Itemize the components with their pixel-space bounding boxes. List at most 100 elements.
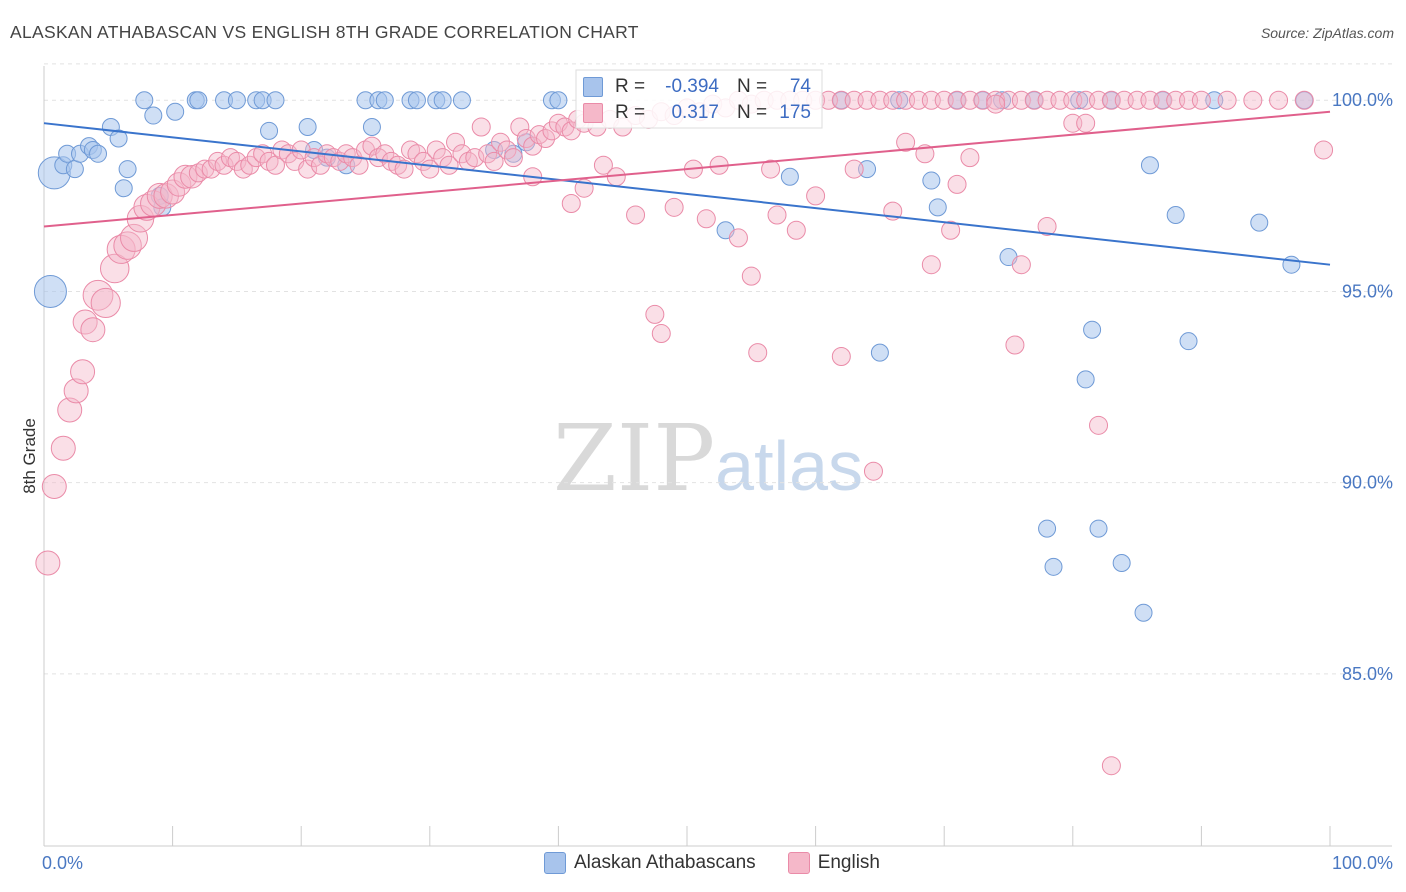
english-point xyxy=(1037,216,1057,236)
athabascan-point xyxy=(65,160,84,179)
english-point xyxy=(478,144,498,164)
legend-row-pink: R = 0.317 N = 175 xyxy=(578,100,811,126)
athabascan-point xyxy=(144,106,163,125)
english-point xyxy=(90,287,121,319)
english-point xyxy=(1101,756,1121,776)
english-point xyxy=(651,324,671,344)
english-point xyxy=(201,159,221,179)
athabascan-point xyxy=(485,140,504,159)
english-point xyxy=(50,435,76,461)
english-point xyxy=(253,144,273,164)
legend-r-label: R = xyxy=(615,102,646,123)
legend-label-alaskan-athabascans: Alaskan Athabascans xyxy=(574,852,756,873)
source-credit: Source: ZipAtlas.com xyxy=(1260,25,1394,41)
athabascan-point xyxy=(266,91,285,110)
english-point xyxy=(921,255,941,275)
athabascan-point xyxy=(1044,557,1063,576)
athabascan-point xyxy=(928,198,947,217)
english-point xyxy=(120,223,149,252)
athabascan-point xyxy=(362,118,381,137)
english-point xyxy=(99,253,130,284)
series-english xyxy=(35,90,1334,776)
chart-title: ALASKAN ATHABASCAN VS ENGLISH 8TH GRADE … xyxy=(10,22,639,42)
trend-lines xyxy=(43,110,1331,266)
english-point xyxy=(761,159,781,179)
english-point xyxy=(484,151,504,171)
english-point xyxy=(471,117,491,137)
athabascan-point xyxy=(870,343,889,362)
english-point xyxy=(960,148,980,168)
athabascan-point xyxy=(1112,553,1131,572)
english-point xyxy=(696,209,716,229)
english-point xyxy=(426,140,446,160)
athabascan-point xyxy=(109,129,128,148)
english-point xyxy=(82,279,114,311)
axes xyxy=(43,66,1392,847)
english-point xyxy=(503,148,523,168)
watermark: ZIPatlas xyxy=(553,405,863,512)
english-point xyxy=(941,220,961,240)
x-tick-label: 0.0% xyxy=(42,853,83,873)
english-point xyxy=(375,144,395,164)
athabascan-point xyxy=(227,91,246,110)
legend-swatch-pink xyxy=(787,852,810,874)
athabascan-point xyxy=(1166,205,1185,224)
english-point xyxy=(1089,415,1109,435)
english-point xyxy=(1011,255,1031,275)
athabascan-point xyxy=(993,91,1012,110)
legend-r-value: -0.394 xyxy=(665,76,719,97)
legend-n-value: 175 xyxy=(779,102,811,123)
legend-n-value: 74 xyxy=(789,76,811,97)
english-point xyxy=(1243,90,1263,110)
athabascan-point xyxy=(780,167,799,186)
english-point xyxy=(536,128,556,148)
english-point xyxy=(1005,335,1025,355)
athabascan-point xyxy=(407,91,426,110)
athabascan-point xyxy=(452,91,471,110)
legend-n-label: N = xyxy=(737,102,768,123)
legend-r-value: 0.317 xyxy=(671,102,719,123)
english-point xyxy=(407,144,427,164)
english-point xyxy=(166,172,192,197)
series-alaskan-athabascans xyxy=(33,91,1314,622)
series-legend: Alaskan Athabascans English xyxy=(544,852,912,874)
english-point xyxy=(767,205,787,225)
athabascan-point xyxy=(1205,91,1224,110)
english-point xyxy=(1076,113,1096,133)
english-point xyxy=(214,155,234,175)
athabascan-point xyxy=(118,160,137,179)
legend-swatch-blue xyxy=(544,852,566,874)
english-point xyxy=(452,144,472,164)
english-point xyxy=(664,197,684,217)
athabascan-point xyxy=(1070,91,1089,110)
watermark-atlas: atlas xyxy=(715,427,864,505)
grid-lines xyxy=(44,63,1392,675)
y-tick-label: 100.0% xyxy=(1332,90,1393,110)
english-point xyxy=(844,159,864,179)
athabascan-point xyxy=(375,91,394,110)
english-point xyxy=(35,550,61,576)
english-point xyxy=(1269,90,1289,110)
athabascan-point xyxy=(89,144,108,163)
english-trend-line xyxy=(43,110,1331,228)
y-tick-label: 85.0% xyxy=(1342,664,1393,684)
legend-item-alaskan-athabascans[interactable]: Alaskan Athabascans xyxy=(544,852,756,874)
athabascan-point xyxy=(1083,320,1102,339)
legend-row-blue: R = -0.394 N = 74 xyxy=(578,74,811,100)
athabascan-point xyxy=(433,91,452,110)
english-point xyxy=(173,164,198,189)
legend-label-english: English xyxy=(817,852,881,873)
english-point xyxy=(1217,90,1237,110)
english-point xyxy=(915,144,935,164)
english-point xyxy=(748,343,768,363)
english-point xyxy=(57,397,83,423)
athabascan-point xyxy=(1250,213,1269,232)
english-point xyxy=(1191,90,1211,110)
legend-r-label: R = xyxy=(615,76,646,97)
english-point xyxy=(863,461,883,481)
english-point xyxy=(63,378,89,404)
english-point xyxy=(947,174,967,194)
legend-item-english[interactable]: English xyxy=(787,852,881,874)
english-point xyxy=(70,359,96,385)
watermark-zip: ZIP xyxy=(553,405,716,512)
